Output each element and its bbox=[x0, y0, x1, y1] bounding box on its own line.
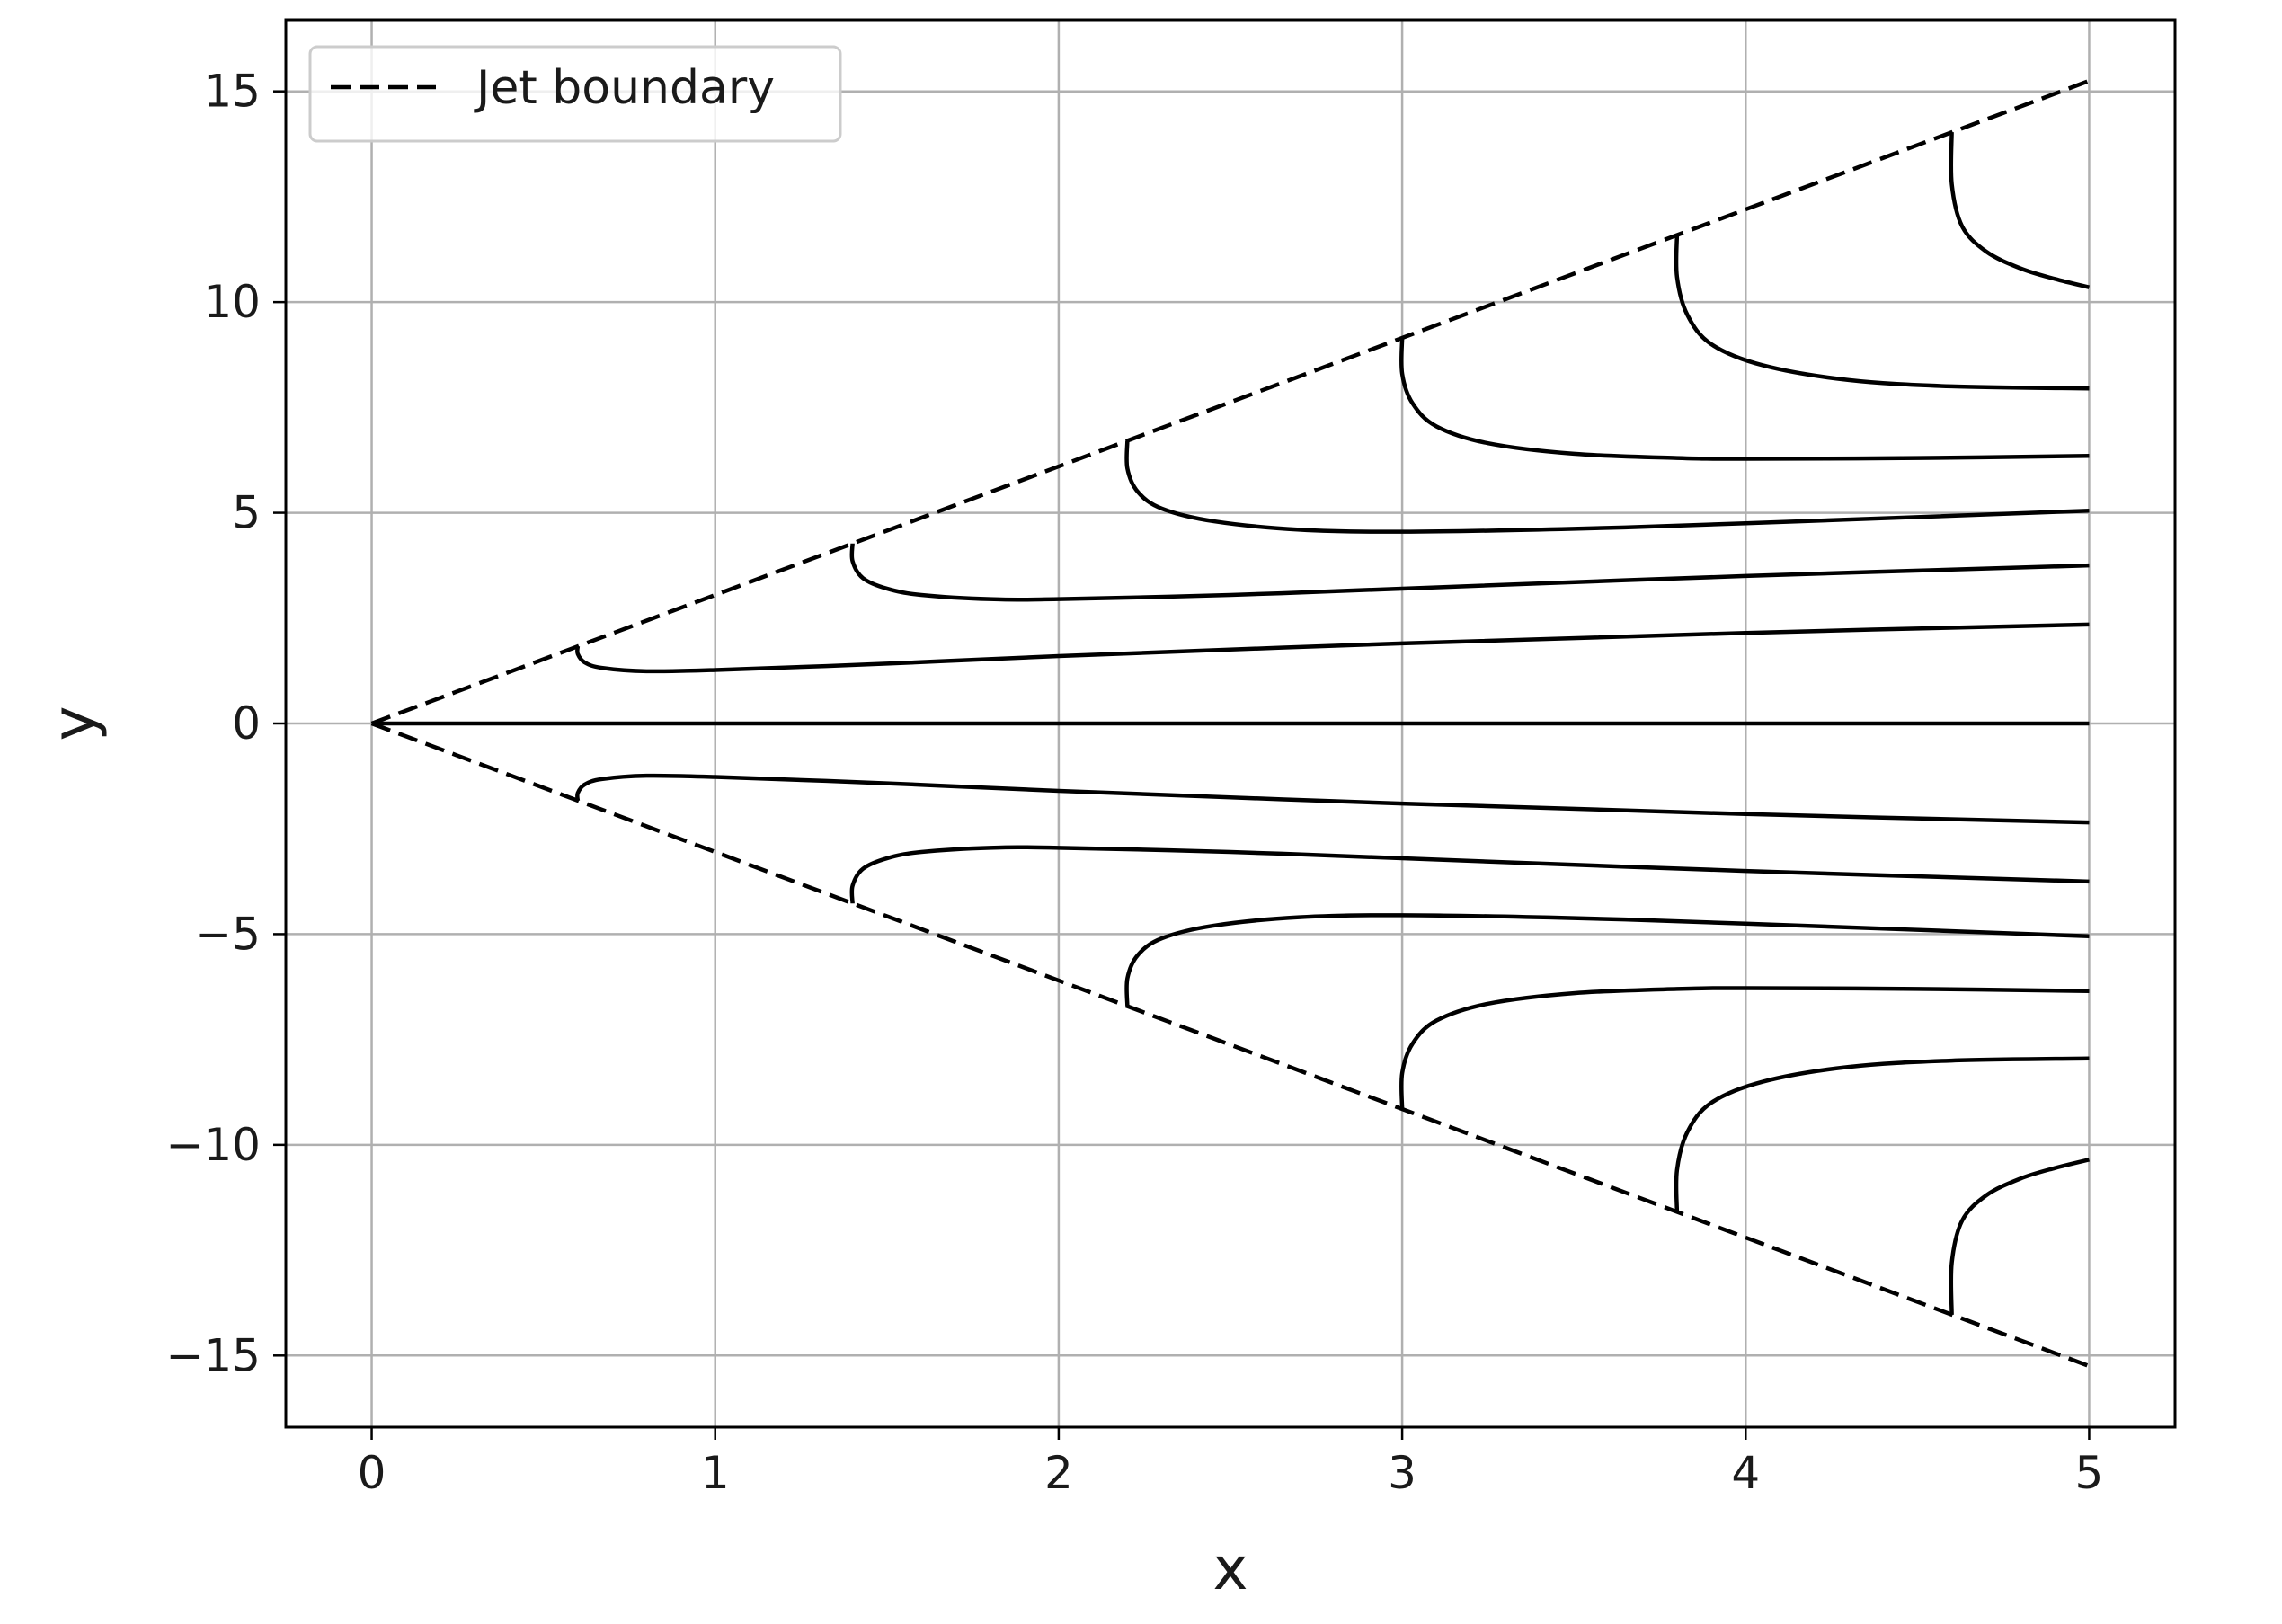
y-axis-label: y bbox=[40, 706, 109, 741]
jet-boundary-lines bbox=[370, 78, 2091, 1369]
y-tick-label: −10 bbox=[165, 1119, 261, 1171]
streamline bbox=[1949, 1158, 2090, 1315]
streamline bbox=[1674, 1056, 2090, 1212]
jet-boundary-lower bbox=[370, 721, 2091, 1369]
y-tick-label: 0 bbox=[232, 697, 261, 750]
streamline bbox=[1124, 913, 2090, 1007]
streamline bbox=[575, 622, 2090, 674]
y-tick-label: −5 bbox=[194, 908, 261, 960]
x-tick-label: 5 bbox=[2075, 1447, 2104, 1499]
y-tick-label: 10 bbox=[203, 276, 261, 328]
x-axis-label: x bbox=[1212, 1534, 1248, 1603]
y-tick-label: 15 bbox=[203, 66, 261, 118]
streamline bbox=[1399, 337, 2090, 461]
legend: Jet boundary bbox=[308, 45, 842, 143]
streamlines bbox=[371, 132, 2090, 1315]
jet-boundary-upper bbox=[370, 78, 2091, 726]
streamline bbox=[1124, 440, 2090, 534]
y-tick-label: −15 bbox=[165, 1329, 261, 1381]
x-tick-label: 1 bbox=[701, 1447, 730, 1499]
x-tick-label: 0 bbox=[358, 1447, 386, 1499]
streamline bbox=[1399, 986, 2090, 1110]
legend-box bbox=[308, 45, 842, 143]
streamline bbox=[849, 845, 2090, 904]
streamline bbox=[575, 773, 2090, 825]
legend-label-jet-boundary: Jet boundary bbox=[474, 61, 775, 115]
x-tick-label: 2 bbox=[1044, 1447, 1073, 1499]
x-tick-label: 4 bbox=[1731, 1447, 1760, 1499]
streamline bbox=[1674, 235, 2090, 391]
streamline bbox=[849, 543, 2090, 602]
y-tick-label: 5 bbox=[232, 487, 261, 539]
x-tick-label: 3 bbox=[1388, 1447, 1416, 1499]
streamline bbox=[1949, 132, 2090, 289]
axis-ticks: 0 1 2 3 4 5 −15 −10 −5 0 5 10 15 bbox=[165, 66, 2103, 1499]
